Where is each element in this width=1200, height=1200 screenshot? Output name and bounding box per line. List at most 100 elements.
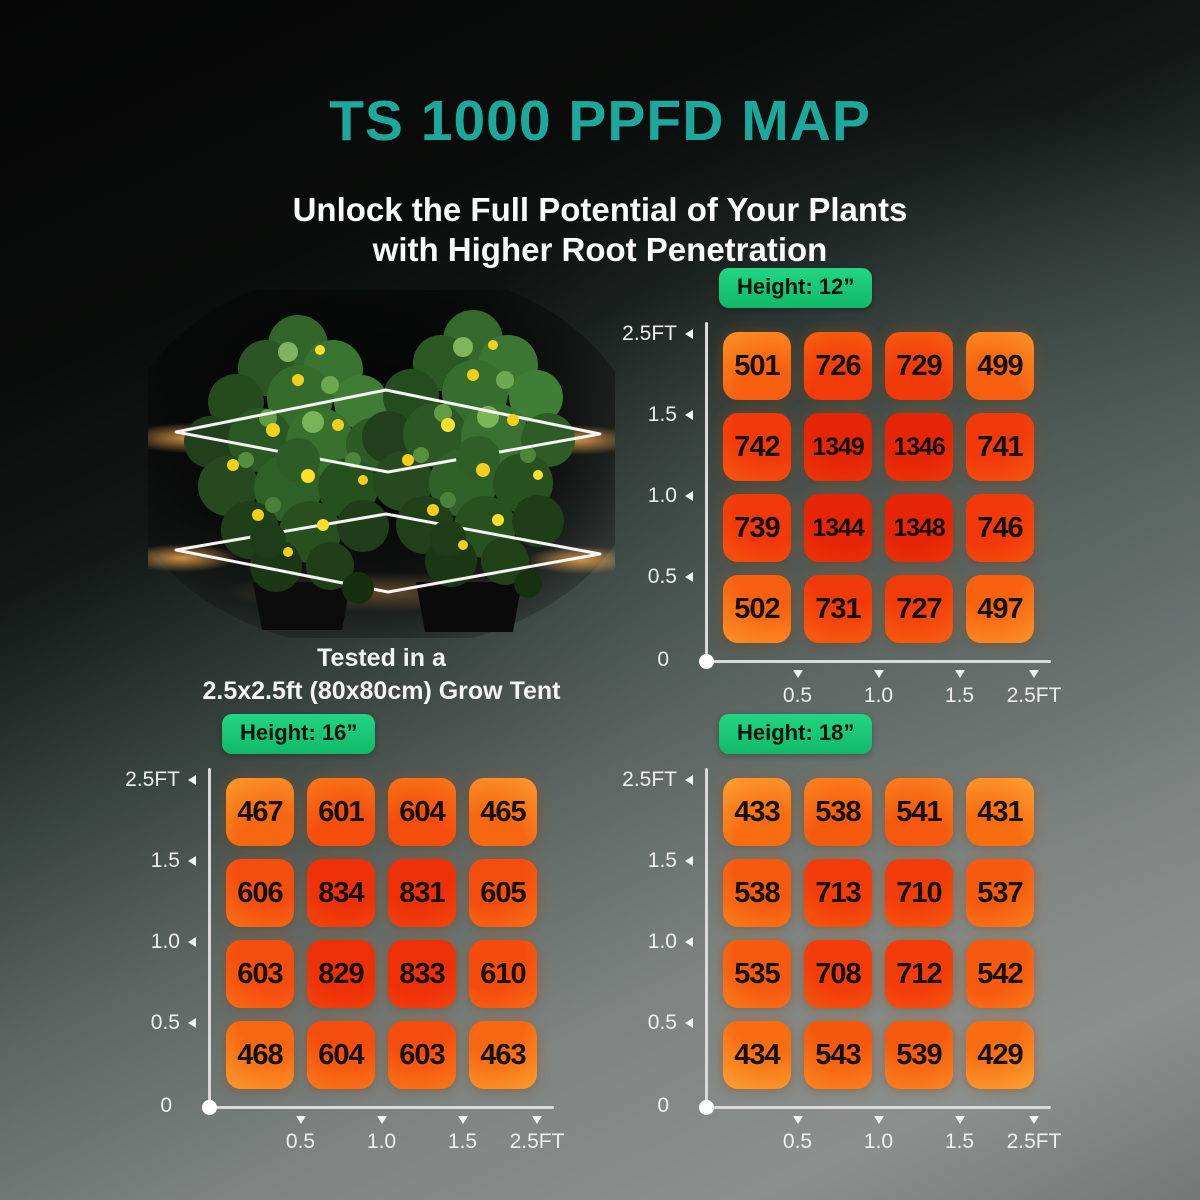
ppfd-cell: 708 xyxy=(804,940,872,1008)
x-axis-label: 1.0 xyxy=(863,684,894,707)
y-axis-line xyxy=(705,322,708,663)
ppfd-value: 501 xyxy=(734,349,780,382)
ppfd-cell: 833 xyxy=(388,940,456,1008)
height-badge-18: Height: 18” xyxy=(719,714,873,754)
ppfd-cell: 610 xyxy=(469,940,537,1008)
plot-height-18: 2.5FT 1.5 1.0 0.5 0 0.5 1.0 1.5 2.5FT 433 538 541 43… xyxy=(615,768,1061,1163)
x-tick-arrow-icon xyxy=(873,670,884,678)
plot-height-16: 2.5FT 1.5 1.0 0.5 0 0.5 1.0 1.5 2.5FT 467 601 604 46… xyxy=(118,768,564,1163)
ppfd-cell: 603 xyxy=(388,1021,456,1089)
plant-pots xyxy=(253,582,522,632)
y-axis-label: 2.5FT xyxy=(118,768,196,792)
ppfd-cell: 606 xyxy=(226,859,294,927)
ppfd-cell: 501 xyxy=(723,332,791,400)
ppfd-chart-height-12: Height: 12” 2.5FT 1.5 1.0 0.5 0 0.5 1.0 1.5 2.5F… xyxy=(615,268,1061,717)
ppfd-chart-height-18: Height: 18” 2.5FT 1.5 1.0 0.5 0 0.5 1.0 1.5 2.5F… xyxy=(615,714,1061,1163)
ppfd-value: 606 xyxy=(237,876,283,909)
ppfd-value: 463 xyxy=(480,1038,526,1071)
ppfd-value: 829 xyxy=(318,957,364,990)
ppfd-value: 1344 xyxy=(812,513,865,542)
y-tick-arrow-icon xyxy=(685,937,693,947)
height-badge-16: Height: 16” xyxy=(222,714,376,754)
x-tick-arrow-icon xyxy=(873,1116,884,1124)
ppfd-value: 429 xyxy=(977,1038,1023,1071)
y-tick-arrow-icon xyxy=(188,937,196,947)
y-axis-label: 1.0 xyxy=(615,484,693,508)
x-tick-arrow-icon xyxy=(295,1116,306,1124)
y-tick-arrow-icon xyxy=(685,410,693,420)
ppfd-value: 831 xyxy=(399,876,445,909)
plant-caption-line-1: Tested in a xyxy=(317,644,446,672)
ppfd-value: 541 xyxy=(896,795,942,828)
ppfd-value: 468 xyxy=(237,1038,283,1071)
ppfd-value: 543 xyxy=(815,1038,861,1071)
plant-flowers xyxy=(227,340,543,557)
x-axis-line xyxy=(208,1106,554,1109)
ppfd-cell: 741 xyxy=(966,413,1034,481)
ppfd-value: 729 xyxy=(896,349,942,382)
ppfd-value: 431 xyxy=(977,795,1023,828)
origin-dot xyxy=(699,1100,714,1115)
ppfd-value: 537 xyxy=(977,876,1023,909)
ppfd-cell: 539 xyxy=(885,1021,953,1089)
y-axis-label: 0.5 xyxy=(615,565,693,589)
x-axis-label: 1.5 xyxy=(944,684,975,707)
y-axis-line xyxy=(208,768,211,1109)
y-axis-label-text: 1.0 xyxy=(150,930,180,953)
ppfd-value: 434 xyxy=(734,1038,780,1071)
x-axis-label: 2.5FT xyxy=(1006,1130,1062,1153)
plot-height-12: 2.5FT 1.5 1.0 0.5 0 0.5 1.0 1.5 2.5FT 501 726 729 49… xyxy=(615,322,1061,717)
ppfd-value: 604 xyxy=(399,795,445,828)
y-tick-arrow-icon xyxy=(685,856,693,866)
y-axis-label: 1.5 xyxy=(118,849,196,873)
ppfd-cell: 601 xyxy=(307,778,375,846)
ppfd-value: 741 xyxy=(977,430,1023,463)
page-title: TS 1000 PPFD MAP xyxy=(329,89,871,153)
ppfd-value: 710 xyxy=(896,876,942,909)
ppfd-cell: 502 xyxy=(723,575,791,643)
ppfd-value: 726 xyxy=(815,349,861,382)
ppfd-value: 604 xyxy=(318,1038,364,1071)
ppfd-value: 731 xyxy=(815,592,861,625)
y-axis-label-text: 0 xyxy=(657,648,669,671)
y-axis-label: 0 xyxy=(615,1094,693,1118)
ppfd-value: 465 xyxy=(480,795,526,828)
y-axis-line xyxy=(705,768,708,1109)
plant-foliage xyxy=(184,310,575,592)
y-axis-label-text: 0.5 xyxy=(647,1011,677,1034)
ppfd-cell: 1349 xyxy=(804,413,872,481)
y-axis-label: 1.0 xyxy=(615,930,693,954)
y-axis-label-text: 0.5 xyxy=(647,565,677,588)
ppfd-cell: 537 xyxy=(966,859,1034,927)
ppfd-value: 603 xyxy=(399,1038,445,1071)
plant-section: Tested in a 2.5x2.5ft (80x80cm) Grow Ten… xyxy=(148,290,615,707)
ppfd-value: 1349 xyxy=(812,432,865,461)
ppfd-cell: 467 xyxy=(226,778,294,846)
y-tick-arrow-icon xyxy=(188,1018,196,1028)
ppfd-cell: 727 xyxy=(885,575,953,643)
x-axis-line xyxy=(705,1106,1051,1109)
ppfd-cell: 499 xyxy=(966,332,1034,400)
x-axis-label: 0.5 xyxy=(285,1130,316,1153)
x-tick-arrow-icon xyxy=(457,1116,468,1124)
y-tick-arrow-icon xyxy=(188,856,196,866)
ppfd-cell: 429 xyxy=(966,1021,1034,1089)
plant-caption: Tested in a 2.5x2.5ft (80x80cm) Grow Ten… xyxy=(148,642,615,707)
x-axis-label: 0.5 xyxy=(782,684,813,707)
ppfd-cell: 538 xyxy=(804,778,872,846)
y-tick-arrow-icon xyxy=(685,1018,693,1028)
y-axis-label-text: 2.5FT xyxy=(125,768,180,791)
ppfd-cell: 710 xyxy=(885,859,953,927)
ppfd-value: 539 xyxy=(896,1038,942,1071)
ppfd-cell: 1346 xyxy=(885,413,953,481)
ppfd-value: 467 xyxy=(237,795,283,828)
y-axis-label: 1.5 xyxy=(615,403,693,427)
y-tick-arrow-icon xyxy=(685,491,693,501)
ppfd-cell: 605 xyxy=(469,859,537,927)
ppfd-value: 603 xyxy=(237,957,283,990)
y-tick-arrow-icon xyxy=(685,775,693,785)
ppfd-value: 1348 xyxy=(893,513,946,542)
subtitle-line-2: with Higher Root Penetration xyxy=(372,231,828,269)
y-axis-label: 0 xyxy=(118,1094,196,1118)
x-tick-arrow-icon xyxy=(792,670,803,678)
